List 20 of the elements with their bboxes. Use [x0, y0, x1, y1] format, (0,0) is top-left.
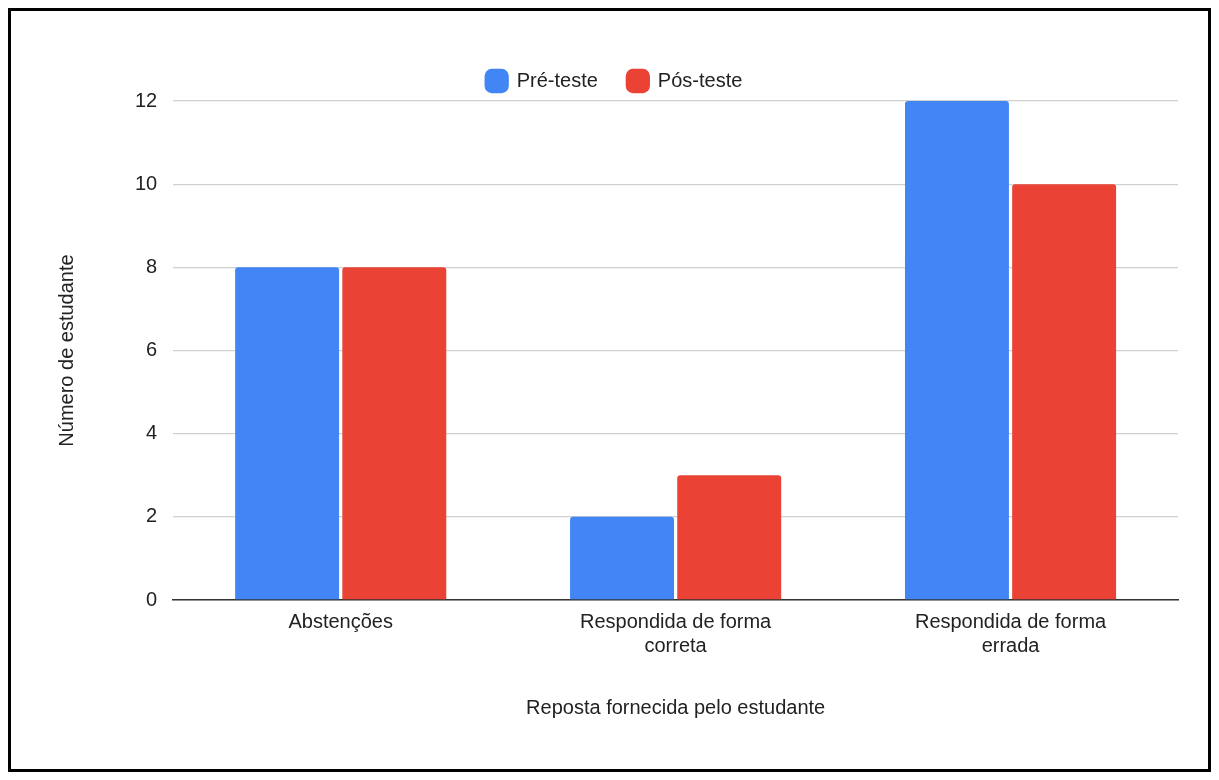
y-tick-label: 0 — [146, 587, 158, 610]
x-axis-title: Reposta fornecida pelo estudante — [526, 695, 826, 718]
legend-label: Pré-teste — [516, 68, 598, 91]
y-tick-label: 10 — [135, 171, 158, 194]
y-tick-label: 4 — [146, 421, 158, 444]
y-axis-title: Número de estudante — [54, 254, 77, 447]
bar — [904, 101, 1009, 600]
bar — [570, 516, 675, 600]
y-tick-label: 12 — [135, 88, 158, 111]
x-tick-label: Abstenções — [288, 609, 393, 632]
bar — [342, 267, 447, 600]
x-tick-label: Respondida de forma correta — [580, 609, 773, 656]
y-tick-label: 6 — [146, 338, 158, 361]
x-tick-label: Respondida de forma errada — [914, 609, 1108, 656]
bar — [677, 475, 782, 600]
legend-label: Pós-teste — [657, 68, 743, 91]
bar — [1012, 184, 1117, 600]
bar — [235, 267, 340, 600]
y-tick-label: 2 — [146, 504, 158, 527]
y-tick-label: 8 — [146, 254, 158, 277]
